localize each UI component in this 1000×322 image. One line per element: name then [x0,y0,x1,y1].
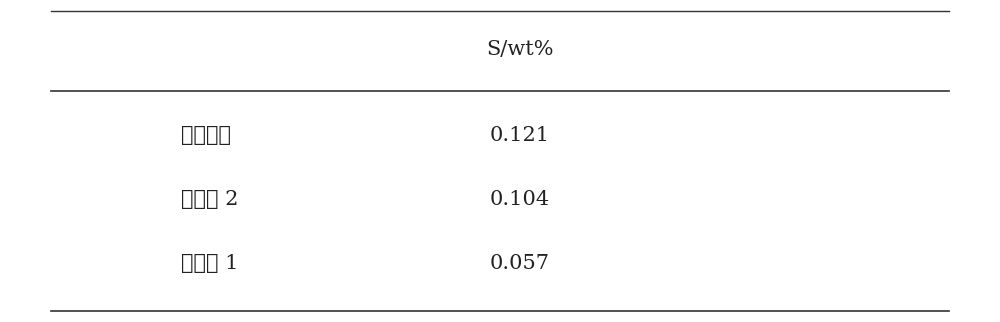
Text: 0.104: 0.104 [490,190,550,209]
Text: 原始含量: 原始含量 [181,126,231,145]
Text: S/wt%: S/wt% [486,40,554,59]
Text: 0.121: 0.121 [490,126,550,145]
Text: 对比例 1: 对比例 1 [181,254,238,273]
Text: 对比例 2: 对比例 2 [181,190,238,209]
Text: 0.057: 0.057 [490,254,550,273]
